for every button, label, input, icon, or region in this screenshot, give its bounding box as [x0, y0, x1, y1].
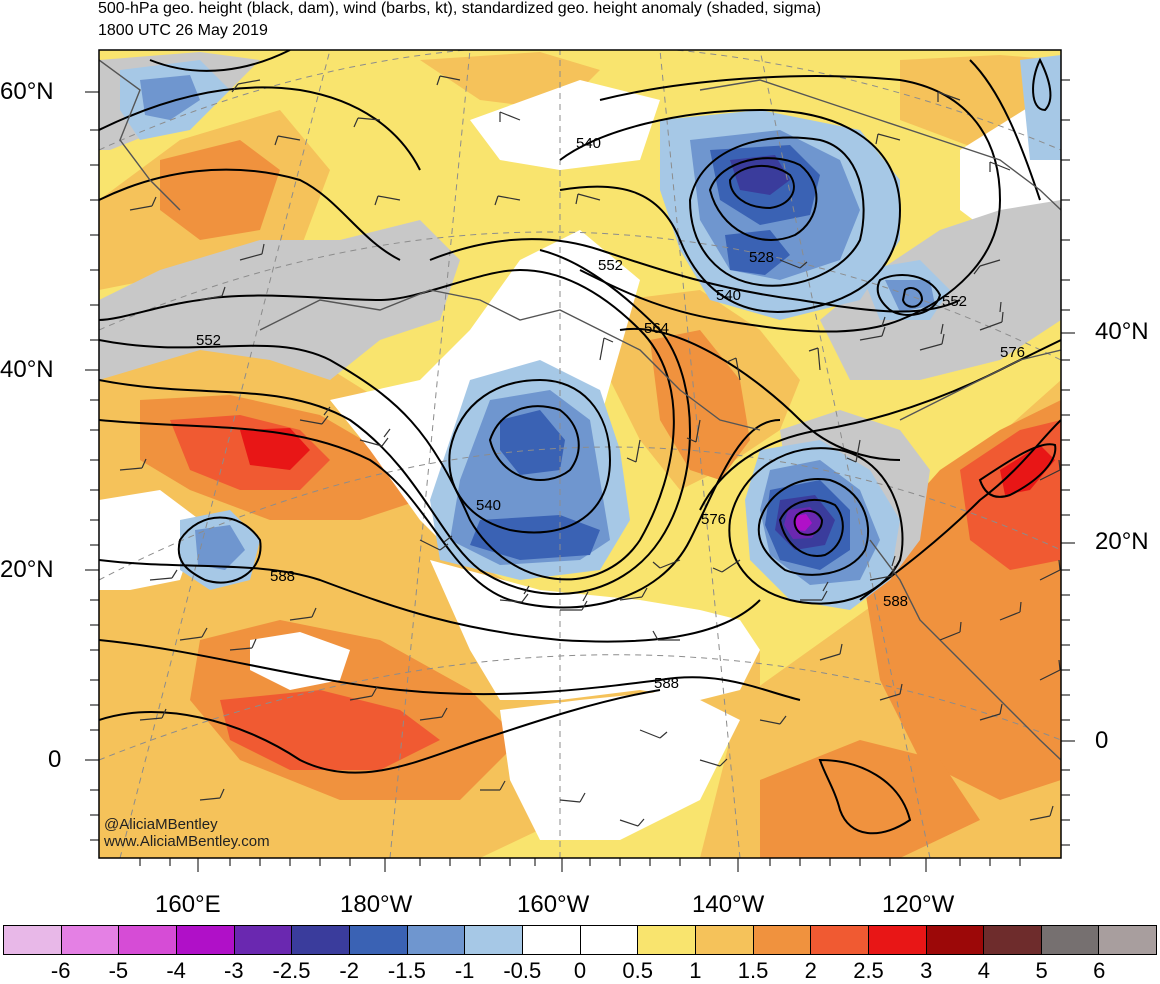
graticule	[99, 50, 1061, 858]
credit-handle: @AliciaMBentley	[104, 816, 218, 833]
lat-label: 60°N	[0, 78, 54, 105]
colorbar-label: 2.5	[853, 958, 884, 983]
coastlines	[99, 59, 1061, 761]
contour-label: 588	[654, 675, 679, 692]
colorbar-swatch	[1099, 926, 1157, 954]
contour-label: 576	[701, 511, 726, 528]
lat-label: 20°N	[1095, 528, 1149, 555]
contour-labels: 540 552 552 528 540 552 564 576 540 576 …	[196, 135, 1025, 692]
contour-label: 540	[576, 135, 601, 152]
lon-label: 140°W	[692, 891, 765, 918]
contour-label: 552	[196, 332, 221, 349]
colorbar-label: 0.5	[622, 958, 653, 983]
contour-label: 588	[883, 593, 908, 610]
colorbar-swatch	[407, 926, 466, 954]
colorbar-swatch	[292, 926, 350, 954]
anomaly-3-regions	[240, 428, 1055, 495]
colorbar-label: 2	[804, 958, 817, 983]
colorbar-label: -1	[454, 958, 475, 983]
colorbar	[3, 925, 1157, 955]
colorbar-swatch	[465, 926, 523, 954]
contour-label: 552	[942, 293, 967, 310]
colorbar-swatch	[811, 926, 869, 954]
contour-label: 588	[270, 568, 295, 585]
contour-label: 552	[598, 257, 623, 274]
colorbar-swatch	[522, 926, 581, 954]
height-contours	[99, 50, 1061, 835]
contour-label: 564	[644, 320, 669, 337]
contour-label: 528	[749, 249, 774, 266]
lat-label: 40°N	[0, 356, 54, 383]
colorbar-label: -5	[108, 958, 129, 983]
colorbar-swatch	[234, 926, 293, 954]
map-frame	[98, 49, 1062, 859]
lat-label: 40°N	[1095, 318, 1149, 345]
lat-label: 20°N	[0, 556, 54, 583]
colorbar-label: -6	[50, 958, 71, 983]
colorbar-label: -1.5	[387, 958, 426, 983]
colorbar-label: -3	[224, 958, 244, 983]
colorbar-swatch	[119, 926, 177, 954]
map-title: 500-hPa geo. height (black, dam), wind (…	[98, 0, 822, 17]
colorbar-label: -0.5	[503, 958, 542, 983]
colorbar-label: -2.5	[272, 958, 311, 983]
contour-label: 540	[716, 287, 741, 304]
lon-label: 180°W	[340, 891, 413, 918]
colorbar-swatch	[61, 926, 120, 954]
colorbar-label: 6	[1093, 958, 1106, 983]
credit-website: www.AliciaMBentley.com	[104, 833, 270, 850]
colorbar-label: 5	[1035, 958, 1048, 983]
colorbar-swatch	[638, 926, 696, 954]
colorbar-swatch	[695, 926, 754, 954]
contour-label: 540	[476, 497, 501, 514]
wind-barbs	[119, 75, 1061, 827]
contour-label: 576	[1000, 344, 1025, 361]
lat-label: 0	[1095, 727, 1109, 754]
colorbar-swatch	[349, 926, 408, 954]
colorbar-label: 1	[689, 958, 702, 983]
lon-label: 120°W	[882, 891, 955, 918]
colorbar-swatch	[868, 926, 927, 954]
axis-ticks	[85, 79, 1075, 872]
colorbar-label: -2	[339, 958, 359, 983]
colorbar-swatch	[1041, 926, 1100, 954]
valid-time: 1800 UTC 26 May 2019	[98, 22, 268, 39]
colorbar-swatch	[580, 926, 639, 954]
colorbar-label: -4	[166, 958, 186, 983]
colorbar-label: 4	[977, 958, 991, 983]
colorbar-swatch	[753, 926, 812, 954]
lat-label: 0	[48, 746, 62, 773]
colorbar-swatch	[984, 926, 1042, 954]
lon-label: 160°W	[517, 891, 590, 918]
colorbar-label: 0	[573, 958, 587, 983]
colorbar-label: 3	[920, 958, 933, 983]
colorbar-swatch	[4, 926, 62, 954]
colorbar-swatch	[176, 926, 235, 954]
colorbar-label: 1.5	[737, 958, 769, 983]
lon-label: 160°E	[155, 891, 221, 918]
colorbar-swatch	[926, 926, 985, 954]
